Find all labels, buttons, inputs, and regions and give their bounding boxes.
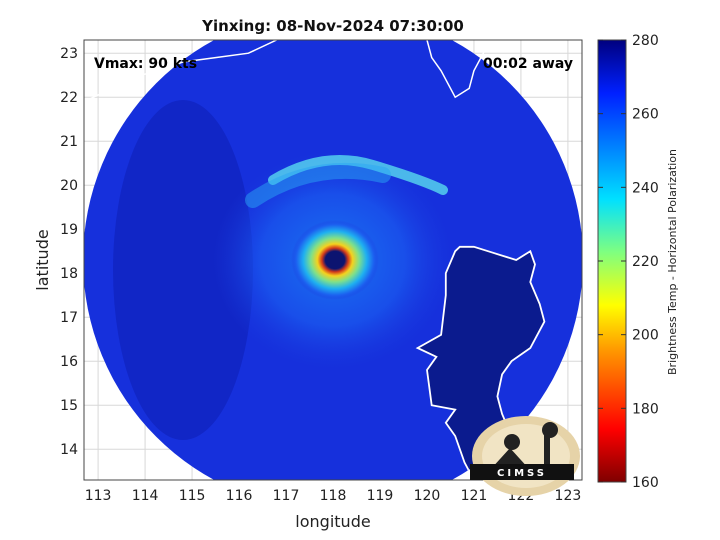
vmax-annotation: Vmax: 90 kts (94, 56, 197, 72)
x-tick-119: 119 (367, 488, 394, 504)
x-tick-117: 117 (273, 488, 300, 504)
x-tick-120: 120 (414, 488, 441, 504)
y-tick-14: 14 (60, 442, 78, 458)
coastline-taiwan (426, 40, 489, 99)
rainband-north (268, 155, 448, 195)
coastline-china (84, 40, 277, 103)
x-axis-label: longitude (295, 512, 370, 531)
y-tick-22: 22 (60, 90, 78, 106)
colorbar-tick-180: 180 (632, 401, 659, 417)
y-tick-16: 16 (60, 354, 78, 370)
y-tick-20: 20 (60, 178, 78, 194)
x-tick-labels: 113 114 115 116 117 118 119 120 121 122 123 (85, 488, 582, 504)
y-tick-labels: 14 15 16 17 18 19 20 21 22 23 (60, 46, 78, 458)
cimss-logo: CIMSS (470, 416, 580, 496)
time-offset-annotation: 00:02 away (483, 56, 573, 72)
dark-band-west (113, 100, 253, 440)
y-tick-18: 18 (60, 266, 78, 282)
y-tick-19: 19 (60, 222, 78, 238)
colorbar-tick-240: 240 (632, 180, 659, 196)
chart-title: Yinxing: 08-Nov-2024 07:30:00 (201, 17, 464, 35)
colorbar-tick-labels: 280 260 240 220 200 180 160 (598, 33, 659, 491)
colorbar-label: Brightness Temp - Horizontal Polarizatio… (666, 149, 679, 375)
colorbar-tick-200: 200 (632, 328, 659, 344)
colorbar-tick-260: 260 (632, 107, 659, 123)
swath-image (84, 40, 582, 480)
x-tick-118: 118 (320, 488, 347, 504)
rainband-north-inner (245, 162, 391, 208)
y-tick-15: 15 (60, 398, 78, 414)
x-tick-113: 113 (85, 488, 112, 504)
storm-eyewall (291, 220, 379, 300)
x-tick-121: 121 (461, 488, 488, 504)
y-tick-21: 21 (60, 134, 78, 150)
x-tick-123: 123 (555, 488, 582, 504)
colorbar-tick-160: 160 (632, 475, 659, 491)
y-tick-23: 23 (60, 46, 78, 62)
x-tick-116: 116 (226, 488, 253, 504)
colorbar-tick-220: 220 (632, 254, 659, 270)
x-tick-114: 114 (132, 488, 159, 504)
axes-box (83, 39, 583, 481)
colorbar-tick-280: 280 (632, 33, 659, 49)
x-tick-115: 115 (179, 488, 206, 504)
y-axis-label: latitude (33, 229, 52, 290)
y-tick-17: 17 (60, 310, 78, 326)
logo-text: CIMSS (497, 468, 547, 479)
